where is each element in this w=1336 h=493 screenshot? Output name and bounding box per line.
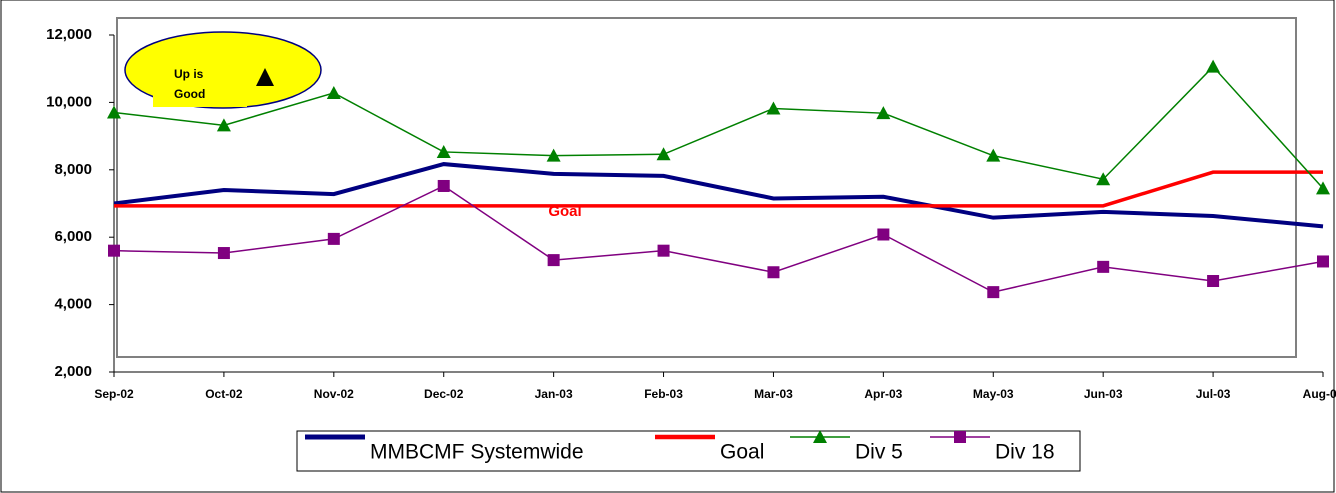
up-arrow [256,68,274,86]
marker [1317,255,1329,268]
x-tick-label: Nov-02 [314,387,354,401]
y-tick-label: 8,000 [54,161,92,178]
marker [656,147,671,161]
x-tick-label: Feb-03 [644,387,683,401]
y-tick-label: 4,000 [54,296,92,313]
x-tick-label: Sep-02 [94,387,134,401]
marker [437,179,450,192]
x-tick-label: Jan-03 [535,387,573,401]
x-tick-label: Jun-03 [1084,387,1123,401]
marker [987,286,1000,299]
legend-label: Div 18 [995,441,1055,464]
y-tick-label: 2,000 [54,363,92,380]
marker [108,244,120,257]
legend-marker [954,431,966,443]
x-tick-label: Mar-03 [754,387,793,401]
marker [1207,275,1220,288]
marker [877,228,890,241]
marker [326,85,341,99]
x-tick-label: Jul-03 [1196,387,1231,401]
legend-label: MMBCMF Systemwide [370,441,584,464]
annotation: Good [174,87,205,101]
x-tick-label: Aug-03 [1303,387,1336,401]
marker [216,118,231,132]
x-tick-label: Dec-02 [424,387,464,401]
marker [876,106,891,120]
marker [986,148,1001,162]
marker [327,232,340,245]
plot-frame [116,17,1297,358]
marker [657,244,670,257]
marker [107,105,121,119]
series-line [113,185,1324,293]
legend-marker [813,430,827,443]
marker [217,247,230,260]
legend-label: Goal [720,441,764,464]
marker [546,148,561,162]
marker [547,254,560,267]
callout-box [153,62,247,107]
annotation: Goal [548,203,581,220]
series-line [114,170,1323,208]
marker [1097,260,1110,273]
y-tick-label: 6,000 [54,228,92,245]
marker [1096,172,1111,186]
legend-label: Div 5 [855,441,903,464]
series-line [113,65,1324,189]
marker [1206,59,1221,73]
y-tick-label: 12,000 [46,26,92,43]
marker [767,266,780,279]
marker [1316,181,1330,195]
x-tick-label: Oct-02 [205,387,243,401]
series-line [113,162,1324,229]
marker [436,144,451,158]
marker [766,101,781,115]
y-tick-label: 10,000 [46,93,92,110]
x-tick-label: Apr-03 [864,387,902,401]
x-tick-label: May-03 [973,387,1014,401]
annotation: Up is [174,67,204,81]
